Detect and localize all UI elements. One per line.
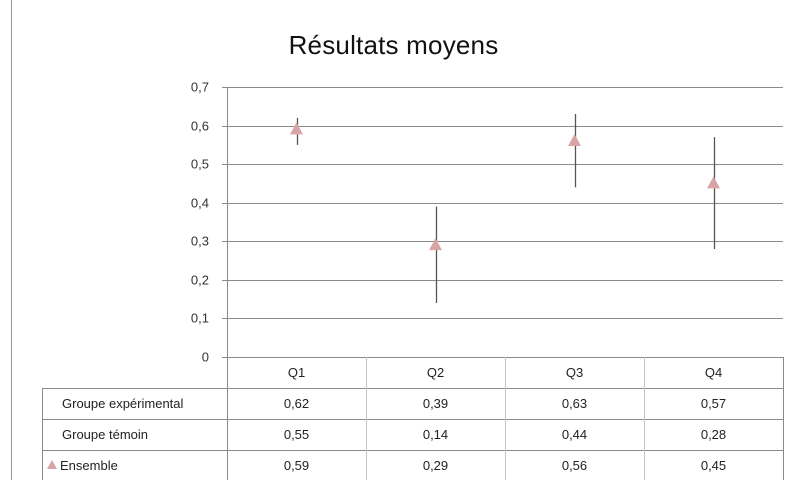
category-label-q2: Q2 [427,365,444,380]
table-cell-value: 0,63 [562,396,587,411]
table-cell-value: 0,28 [701,427,726,442]
ensemble-marker-q3 [568,134,581,146]
y-tick-label: 0 [202,350,209,365]
series-name: Groupe témoin [62,427,148,442]
table-cell-value: 0,29 [423,458,448,473]
table-cell-value: 0,44 [562,427,587,442]
table-cell-value: 0,55 [284,427,309,442]
y-tick-label: 0,4 [191,196,209,211]
table-cell-value: 0,45 [701,458,726,473]
y-tick-label: 0,1 [191,311,209,326]
range-lines [296,114,716,303]
left-border-line [11,0,12,480]
table-cell-value: 0,62 [284,396,309,411]
y-axis-tick-labels: 0 0,1 0,2 0,3 0,4 0,5 0,6 0,7 [191,80,209,365]
category-label-q4: Q4 [705,365,722,380]
table-cell-value: 0,39 [423,396,448,411]
table-cell-value: 0,14 [423,427,448,442]
series-name: Groupe expérimental [62,396,184,411]
y-tick-label: 0,3 [191,234,209,249]
gridlines [222,87,783,358]
y-tick-label: 0,6 [191,119,209,134]
data-table: Q1 Q2 Q3 Q4 Groupe expérimental 0,62 0,39 0,63 0… [42,357,784,480]
chart-title: Résultats moyens [288,30,499,60]
category-label-q3: Q3 [566,365,583,380]
y-tick-label: 0,7 [191,80,209,95]
legend-marker-ensemble [47,460,57,469]
ensemble-marker-q2 [429,238,442,251]
ensemble-marker-q4 [707,176,720,189]
ensemble-markers [290,122,720,251]
category-label-q1: Q1 [288,365,305,380]
table-cell-value: 0,56 [562,458,587,473]
y-tick-label: 0,2 [191,273,209,288]
table-cell-value: 0,57 [701,396,726,411]
table-cell-value: 0,59 [284,458,309,473]
ensemble-marker-q1 [290,122,303,135]
series-name: Ensemble [60,458,118,473]
y-tick-label: 0,5 [191,157,209,172]
